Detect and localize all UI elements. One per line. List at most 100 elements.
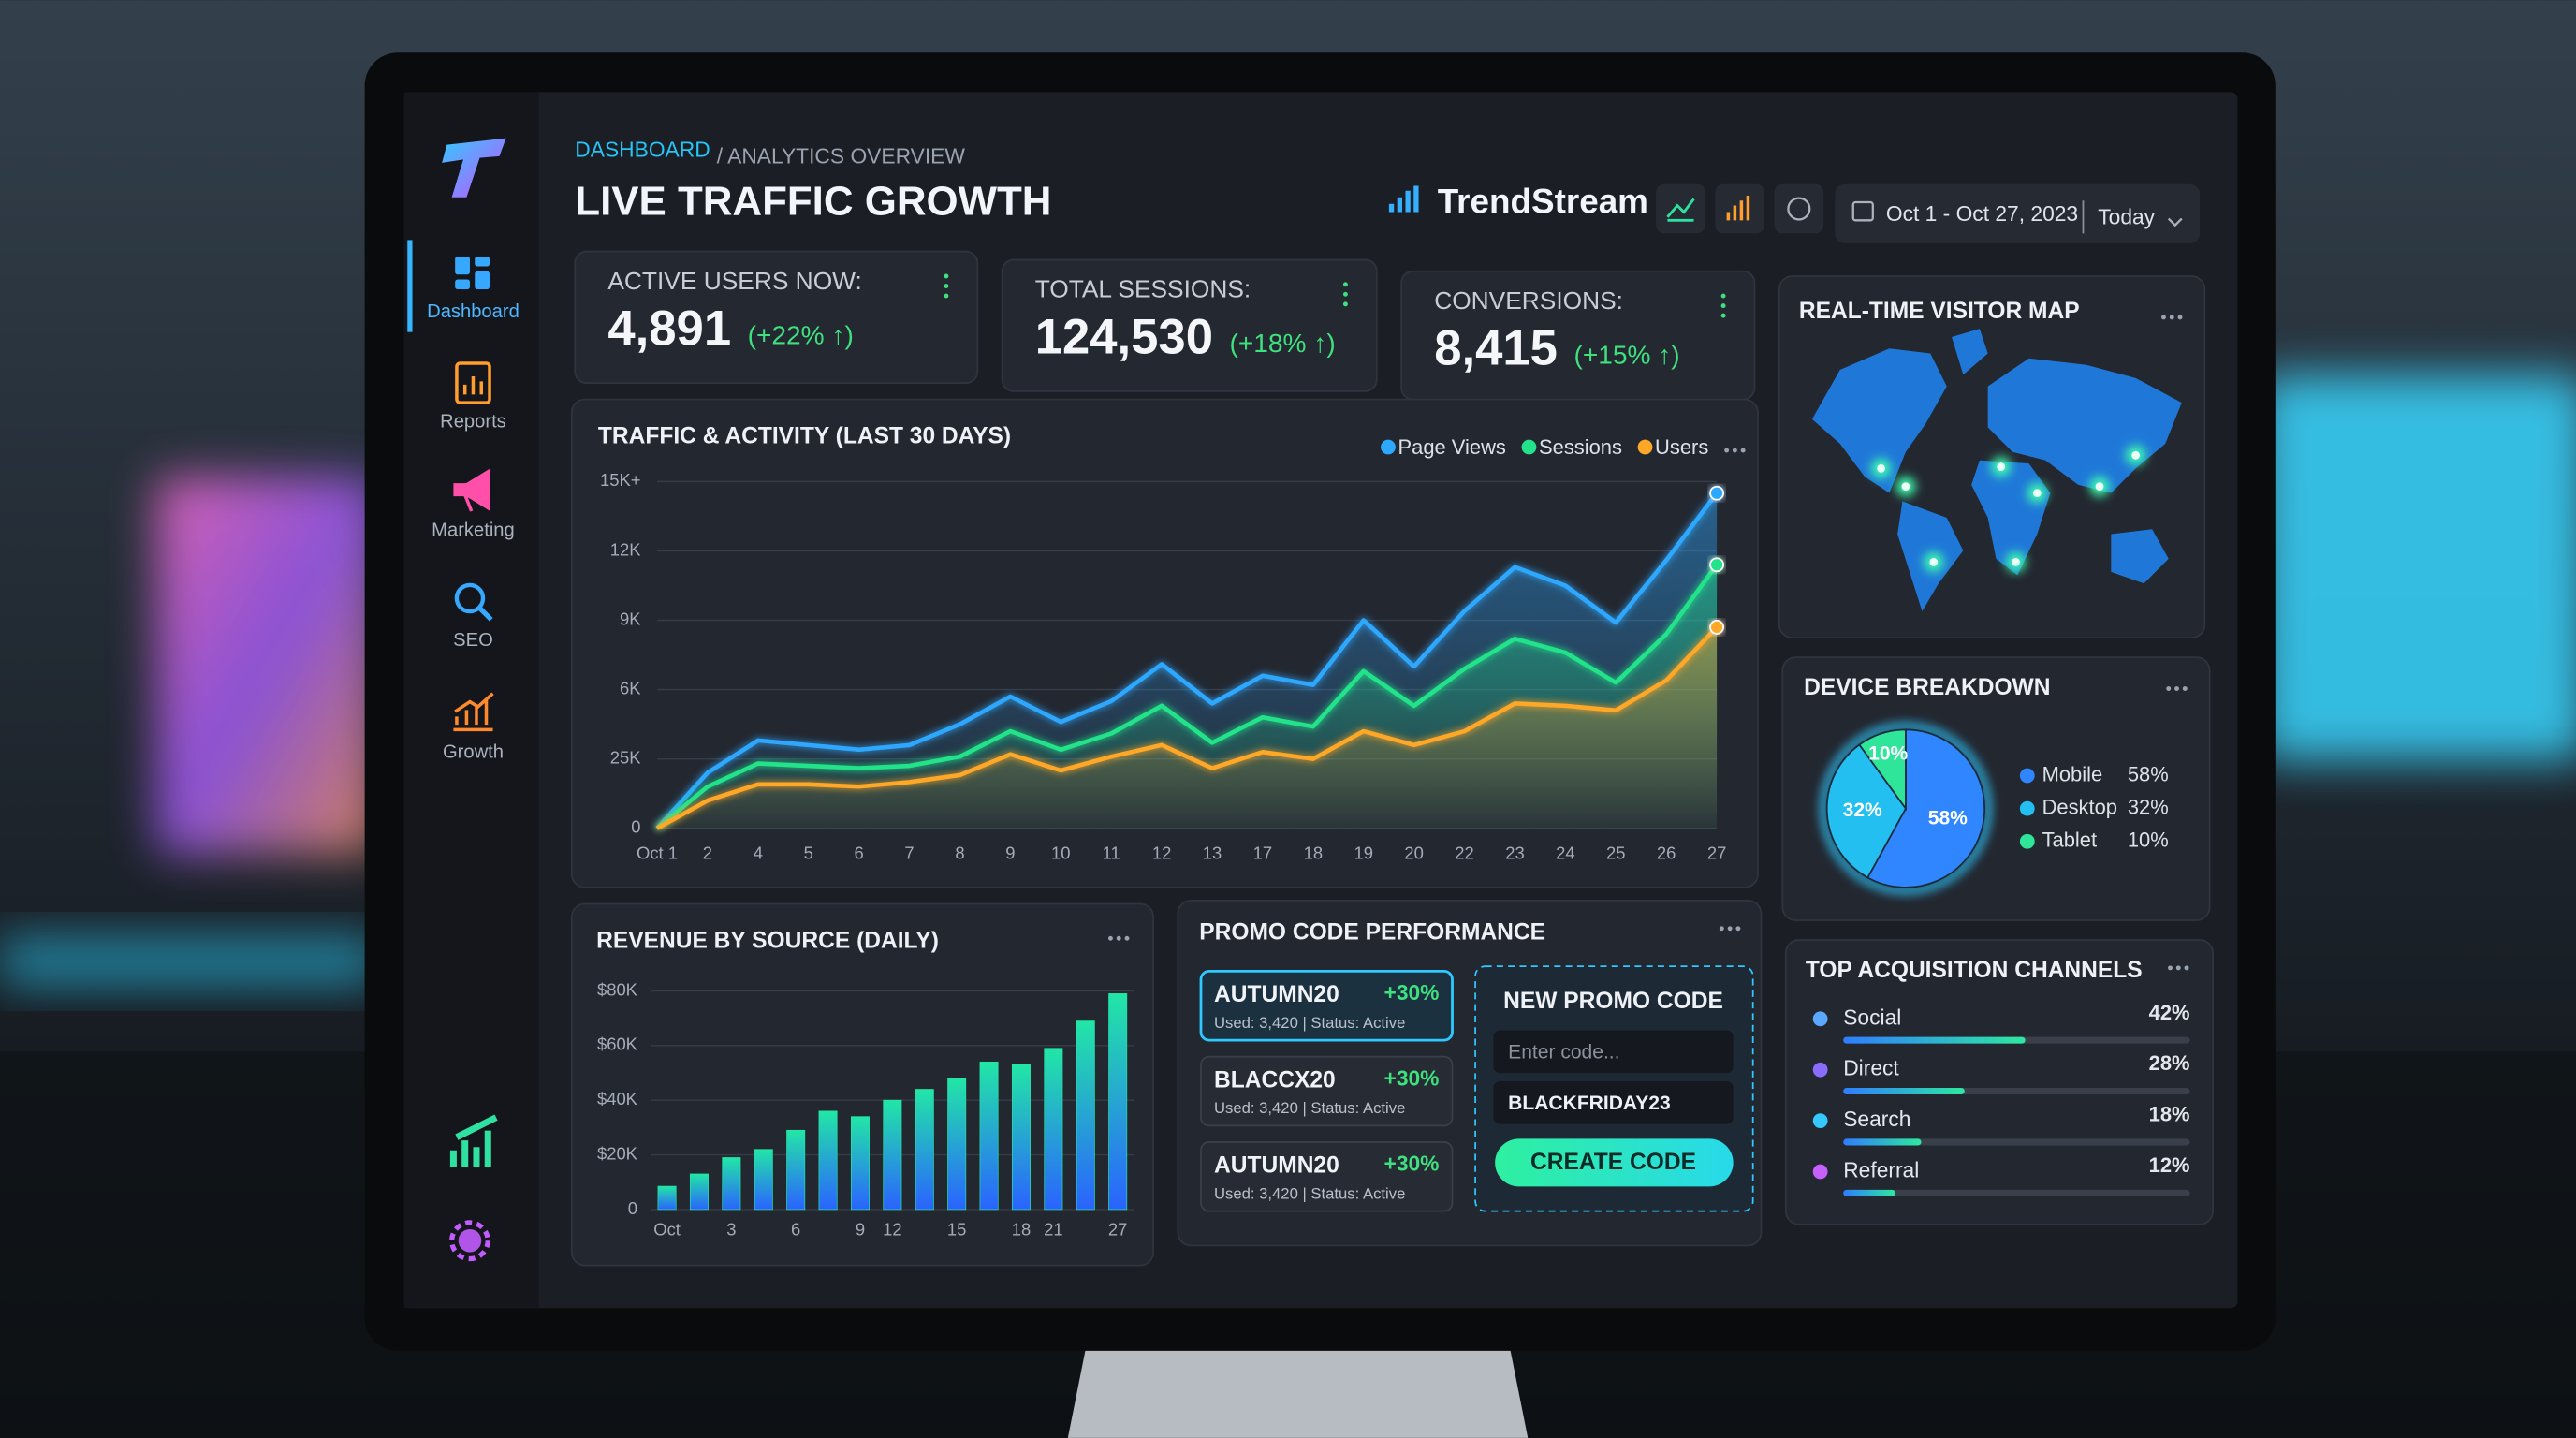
legend-label: Users [1655,435,1708,459]
menu-dot [1124,935,1130,941]
promo-details: Used: 3,420 | Status: Active [1214,1099,1405,1117]
icon [477,606,493,622]
x-tick-label: 18 [1012,1220,1031,1240]
slice-label: 58% [1928,808,1968,829]
active-indicator [407,240,413,332]
brand: TrendStream [1438,183,1648,221]
x-tick-label: 13 [1203,844,1222,863]
nav-item[interactable]: Growth [443,741,504,762]
icon [454,582,486,614]
promo-row [1200,1141,1454,1212]
tool-icon [1787,197,1811,221]
x-tick-label: 22 [1455,844,1473,863]
continent [2111,529,2169,584]
channel-bar [1843,1138,1922,1146]
promo-details: Used: 3,420 | Status: Active [1214,1185,1405,1203]
legend-label: Mobile [2042,762,2103,785]
continent [1952,329,1988,375]
bar [1076,1020,1095,1211]
bar [1044,1048,1063,1211]
panel-title: REVENUE BY SOURCE (DAILY) [596,928,939,953]
legend-label: Desktop [2042,795,2117,818]
tool-icon [1726,195,1750,221]
dot [1997,462,2006,471]
menu-dot [1342,301,1348,307]
channel-value: 12% [2149,1153,2190,1177]
promo-change: +30% [1384,1152,1440,1176]
x-tick-label: 5 [804,844,813,863]
pie-slice [1825,743,1907,879]
sidebar [403,92,539,1309]
menu-dot [944,293,949,299]
bar [657,1185,677,1211]
tool-icon [1666,198,1695,222]
x-tick-label: Oct [653,1220,681,1240]
blurred-monitor-left [155,477,378,855]
menu-dot [1720,303,1726,309]
menu-dot [1116,935,1121,941]
y-tick-label: $40K [597,1089,638,1108]
channel-bar [1843,1189,1895,1196]
menu-dot [2182,686,2188,691]
legend-swatch [2019,800,2035,816]
input[interactable] [1493,1081,1734,1124]
form-title: NEW PROMO CODE [1503,989,1723,1014]
panel-title: TOP ACQUISITION CHANNELS [1806,958,2143,983]
menu-dot [2168,965,2173,971]
y-tick-label: $80K [597,979,638,999]
channel-name: Search [1843,1107,1910,1131]
menu-dot [2169,315,2174,320]
create-button[interactable] [1495,1138,1734,1187]
end-point [1709,485,1724,501]
nav-item[interactable]: SEO [453,630,493,651]
x-tick-label: 21 [1044,1220,1062,1240]
x-tick-label: 24 [1556,844,1574,863]
nav-item[interactable]: Marketing [432,520,515,540]
dot [2131,450,2141,460]
x-tick-label: 3 [726,1220,736,1240]
pie-glow [1820,723,1992,894]
bar [818,1110,838,1211]
date-picker[interactable] [1835,183,2201,243]
promo-row [1199,970,1454,1042]
breadcrumb-page: / ANALYTICS OVERVIEW [717,144,966,169]
y-tick-label: 15K+ [600,470,641,490]
legend-value: 10% [2128,829,2169,852]
dot [1901,482,1910,492]
nav-item[interactable]: Dashboard [427,301,520,322]
line [655,563,1719,830]
bar [1011,1064,1031,1211]
input[interactable] [1493,1030,1734,1074]
panel [1784,939,2214,1225]
nav-item[interactable]: Reports [440,412,506,433]
dot [1877,463,1885,473]
track [1843,1189,2190,1196]
legend-swatch [2019,833,2035,849]
menu-dot [2177,315,2183,320]
kpi-value: 4,891 [607,301,731,357]
legend-label: Page Views [1398,435,1506,459]
period: Today [2098,205,2155,229]
button-label[interactable]: CREATE CODE [1530,1150,1696,1175]
bar [754,1149,773,1211]
legend-swatch [2019,768,2035,784]
menu-dot [1740,448,1746,453]
breadcrumb: DASHBOARD [575,138,710,162]
bar [786,1129,806,1211]
x-tick-label: 19 [1354,844,1372,863]
menu-dot [944,284,949,288]
channel-name: Referral [1843,1158,1919,1182]
tool-button[interactable] [1774,183,1824,234]
kpi-label: ACTIVE USERS NOW: [607,267,861,295]
slice-label: 32% [1843,800,1882,821]
icon [449,1114,498,1167]
channel-bar [1843,1036,2026,1044]
dot [2012,558,2020,566]
bar [883,1099,902,1211]
x-tick-label: 4 [754,844,763,863]
x-tick-label: 2 [703,844,712,863]
promo-change: +30% [1384,1065,1440,1090]
x-tick-label: 20 [1404,844,1423,863]
pie-slice [1858,728,1907,812]
